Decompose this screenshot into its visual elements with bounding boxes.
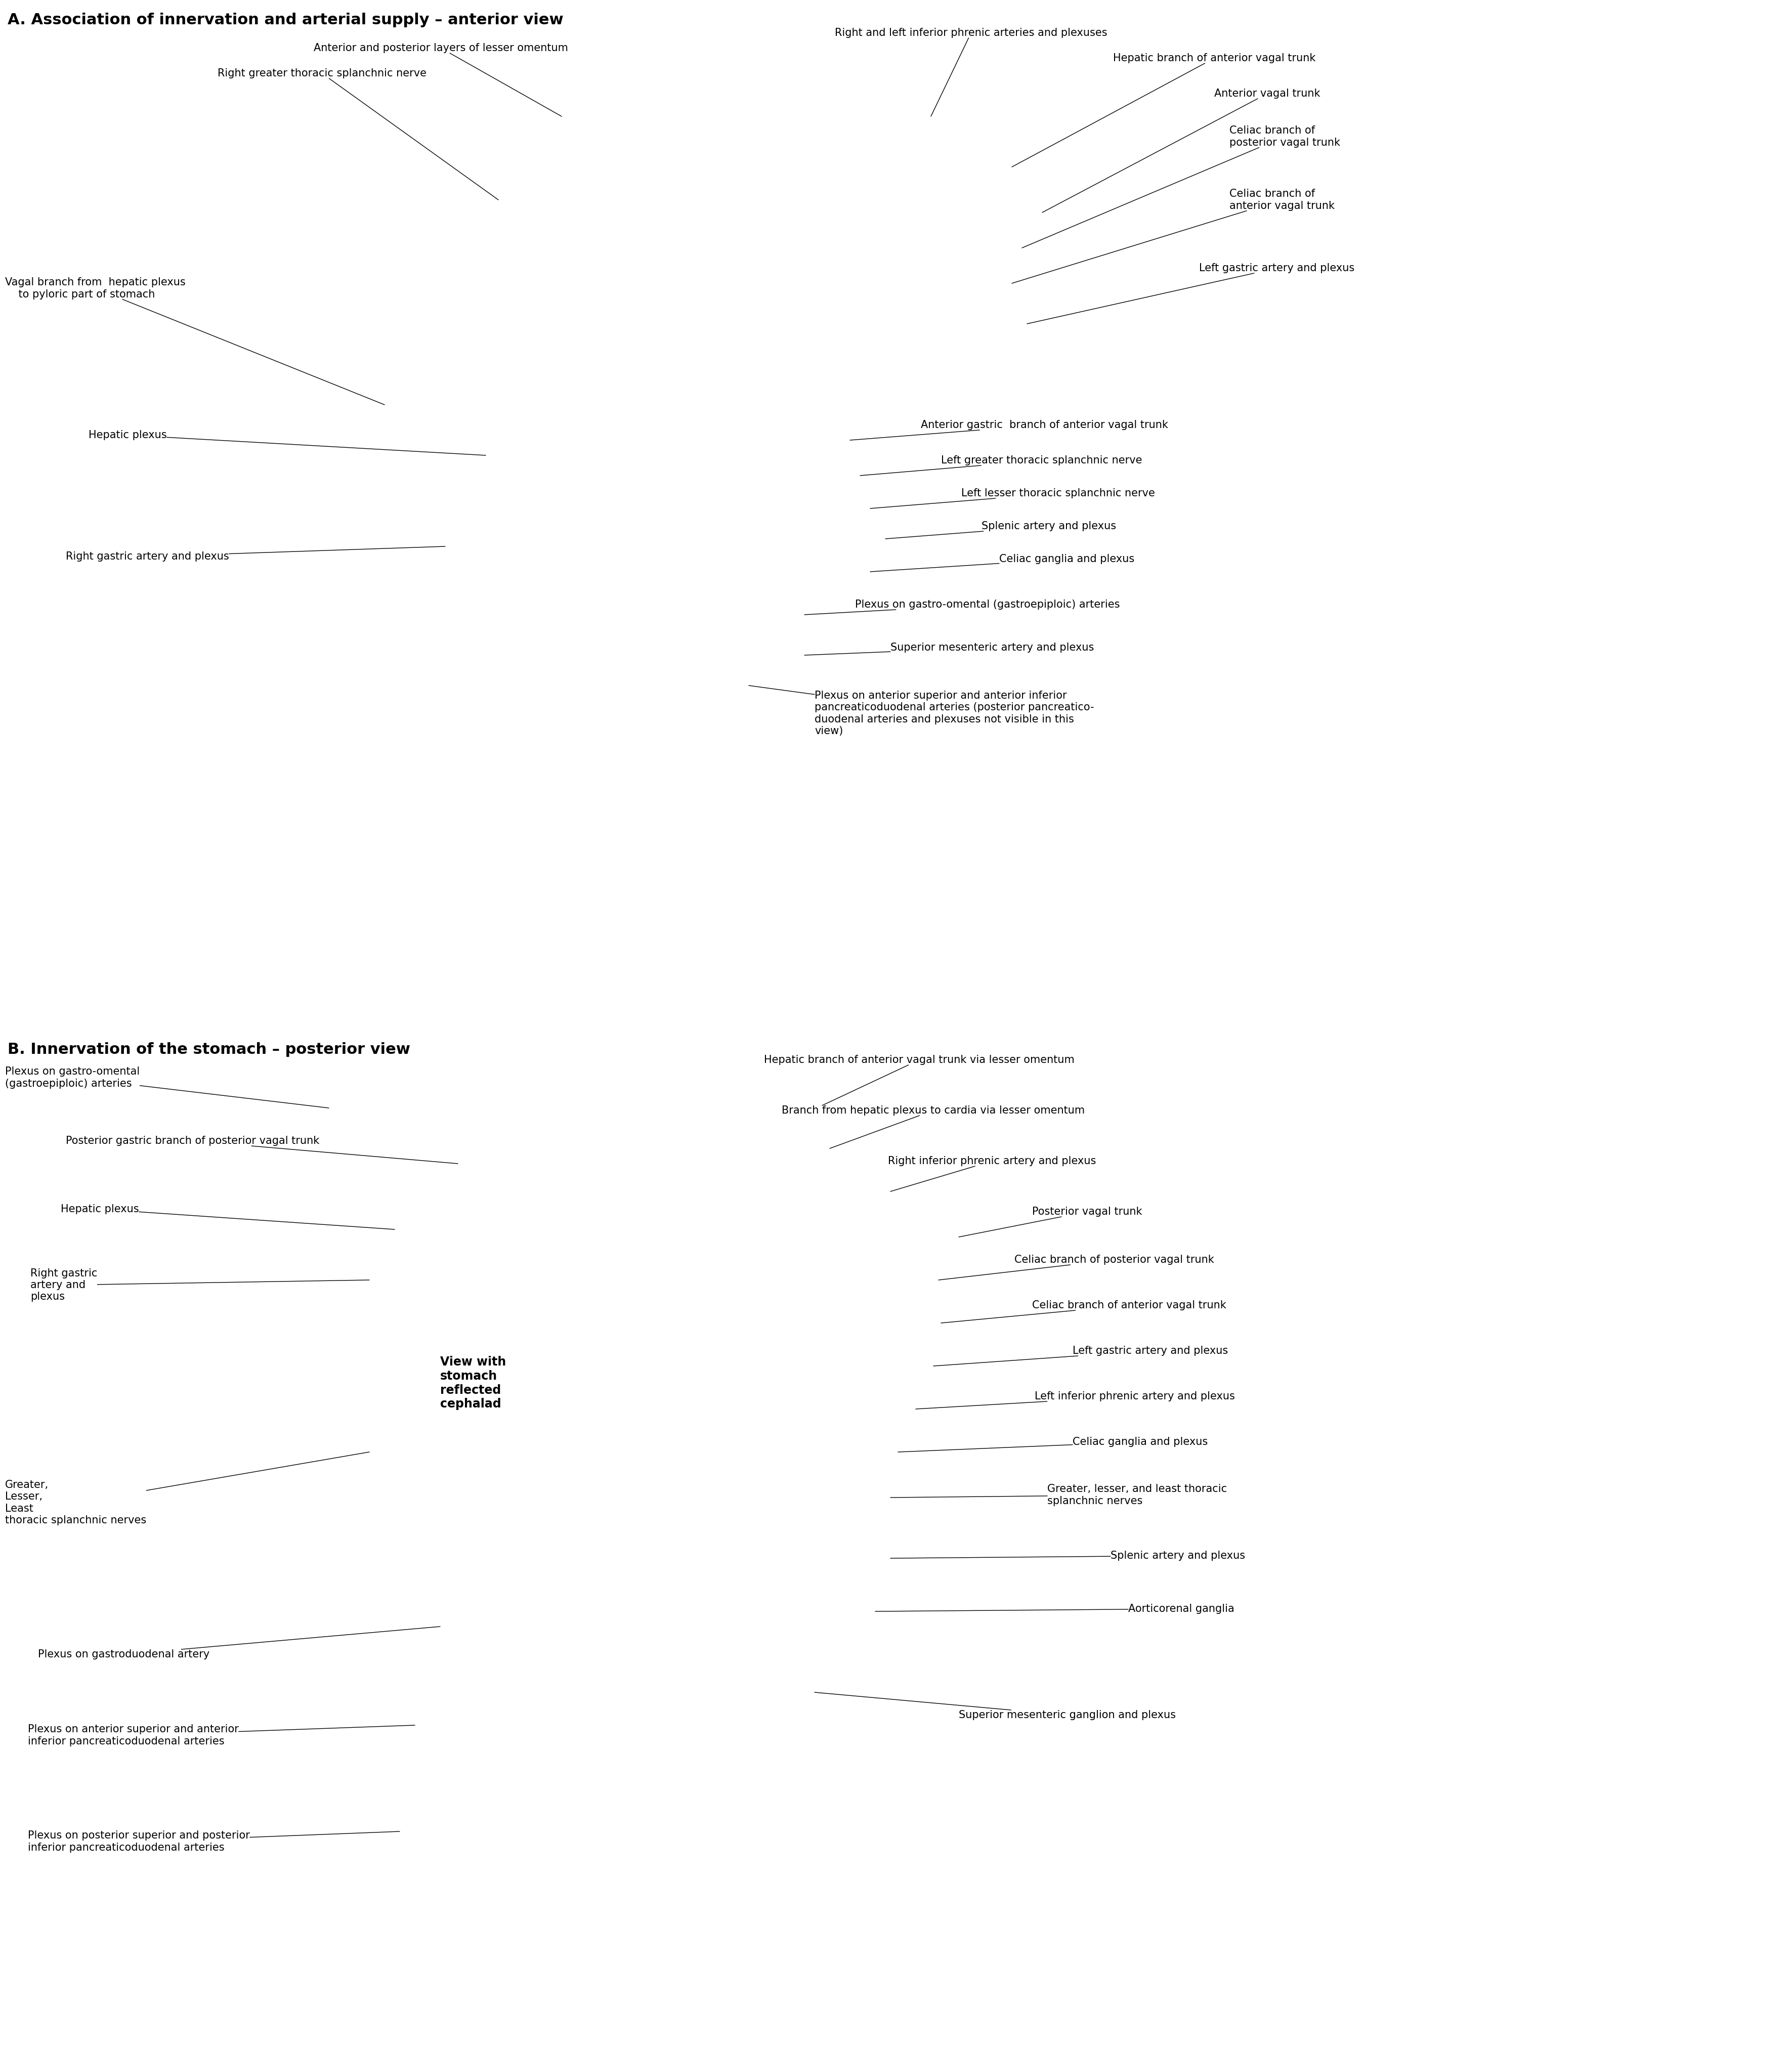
Text: A. Association of innervation and arterial supply – anterior view: A. Association of innervation and arteri… xyxy=(7,12,563,27)
Text: Posterior vagal trunk: Posterior vagal trunk xyxy=(959,1207,1142,1238)
Text: B. Innervation of the stomach – posterior view: B. Innervation of the stomach – posterio… xyxy=(7,1043,410,1057)
Text: Splenic artery and plexus: Splenic artery and plexus xyxy=(885,520,1116,539)
Text: Plexus on anterior superior and anterior
inferior pancreaticoduodenal arteries: Plexus on anterior superior and anterior… xyxy=(29,1725,416,1746)
Text: Celiac ganglia and plexus: Celiac ganglia and plexus xyxy=(871,553,1134,572)
Text: Hepatic branch of anterior vagal trunk: Hepatic branch of anterior vagal trunk xyxy=(1012,53,1315,166)
Text: Hepatic branch of anterior vagal trunk via lesser omentum: Hepatic branch of anterior vagal trunk v… xyxy=(763,1055,1075,1106)
Text: Left gastric artery and plexus: Left gastric artery and plexus xyxy=(1027,262,1355,324)
Text: Celiac branch of anterior vagal trunk: Celiac branch of anterior vagal trunk xyxy=(941,1301,1226,1324)
Text: Celiac branch of
posterior vagal trunk: Celiac branch of posterior vagal trunk xyxy=(1021,125,1340,248)
Text: Branch from hepatic plexus to cardia via lesser omentum: Branch from hepatic plexus to cardia via… xyxy=(781,1106,1084,1147)
Text: Right gastric artery and plexus: Right gastric artery and plexus xyxy=(66,547,444,561)
Text: Right gastric
artery and
plexus: Right gastric artery and plexus xyxy=(30,1268,369,1301)
Text: View with
stomach
reflected
cephalad: View with stomach reflected cephalad xyxy=(441,1356,505,1410)
Text: Anterior vagal trunk: Anterior vagal trunk xyxy=(1043,88,1321,213)
Text: Hepatic plexus: Hepatic plexus xyxy=(61,1205,394,1229)
Text: Anterior gastric  branch of anterior vagal trunk: Anterior gastric branch of anterior vaga… xyxy=(849,420,1168,441)
Text: Plexus on gastro-omental
(gastroepiploic) arteries: Plexus on gastro-omental (gastroepiploic… xyxy=(5,1068,330,1109)
Text: Celiac ganglia and plexus: Celiac ganglia and plexus xyxy=(898,1436,1208,1453)
Text: Posterior gastric branch of posterior vagal trunk: Posterior gastric branch of posterior va… xyxy=(66,1135,459,1164)
Text: Plexus on gastroduodenal artery: Plexus on gastroduodenal artery xyxy=(38,1627,441,1660)
Text: Superior mesenteric artery and plexus: Superior mesenteric artery and plexus xyxy=(805,643,1093,656)
Text: Plexus on posterior superior and posterior
inferior pancreaticoduodenal arteries: Plexus on posterior superior and posteri… xyxy=(29,1830,400,1852)
Text: Left inferior phrenic artery and plexus: Left inferior phrenic artery and plexus xyxy=(916,1391,1235,1410)
Text: Right greater thoracic splanchnic nerve: Right greater thoracic splanchnic nerve xyxy=(217,68,498,201)
Text: Superior mesenteric ganglion and plexus: Superior mesenteric ganglion and plexus xyxy=(815,1692,1176,1721)
Text: Celiac branch of
anterior vagal trunk: Celiac branch of anterior vagal trunk xyxy=(1012,189,1335,283)
Text: Anterior and posterior layers of lesser omentum: Anterior and posterior layers of lesser … xyxy=(314,43,568,117)
Text: Left lesser thoracic splanchnic nerve: Left lesser thoracic splanchnic nerve xyxy=(871,488,1156,508)
Text: Celiac branch of posterior vagal trunk: Celiac branch of posterior vagal trunk xyxy=(939,1254,1215,1281)
Text: Left gastric artery and plexus: Left gastric artery and plexus xyxy=(934,1346,1228,1367)
Text: Vagal branch from  hepatic plexus
    to pyloric part of stomach: Vagal branch from hepatic plexus to pylo… xyxy=(5,277,385,406)
Text: Right and left inferior phrenic arteries and plexuses: Right and left inferior phrenic arteries… xyxy=(835,29,1107,117)
Text: Plexus on anterior superior and anterior inferior
pancreaticoduodenal arteries (: Plexus on anterior superior and anterior… xyxy=(749,686,1095,736)
Text: Right inferior phrenic artery and plexus: Right inferior phrenic artery and plexus xyxy=(887,1156,1097,1190)
Text: Greater, lesser, and least thoracic
splanchnic nerves: Greater, lesser, and least thoracic spla… xyxy=(891,1483,1228,1506)
Text: Splenic artery and plexus: Splenic artery and plexus xyxy=(891,1551,1245,1561)
Text: Hepatic plexus: Hepatic plexus xyxy=(88,430,486,455)
Text: Aorticorenal ganglia: Aorticorenal ganglia xyxy=(874,1604,1235,1615)
Text: Greater,
Lesser,
Least
thoracic splanchnic nerves: Greater, Lesser, Least thoracic splanchn… xyxy=(5,1453,369,1524)
Text: Left greater thoracic splanchnic nerve: Left greater thoracic splanchnic nerve xyxy=(860,455,1142,475)
Text: Plexus on gastro-omental (gastroepiploic) arteries: Plexus on gastro-omental (gastroepiploic… xyxy=(805,600,1120,615)
